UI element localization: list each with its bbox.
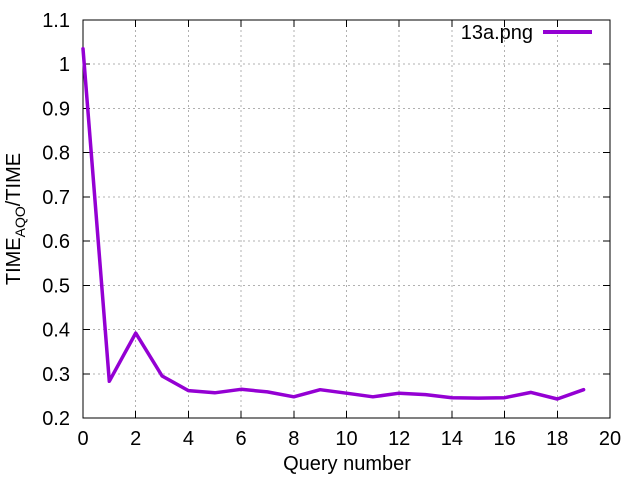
- x-tick-label: 20: [599, 428, 621, 450]
- x-axis-label: Query number: [283, 453, 411, 475]
- tick-marks: [82, 19, 611, 419]
- x-tick-label: 16: [493, 428, 515, 450]
- y-tick-label: 0.5: [42, 275, 70, 297]
- plot-border: [82, 19, 611, 419]
- y-tick-label: 0.8: [42, 143, 70, 165]
- grid: [83, 20, 610, 418]
- legend-label: 13a.png: [461, 22, 533, 44]
- y-axis-label-rest: /TIME: [3, 153, 25, 206]
- x-tick-label: 4: [183, 428, 194, 450]
- y-tick-label: 0.3: [42, 364, 70, 386]
- x-tick-label: 8: [288, 428, 299, 450]
- x-tick-label: 14: [441, 428, 463, 450]
- y-tick-label: 1: [59, 54, 70, 76]
- data-series: [81, 46, 586, 401]
- x-tick-label: 2: [130, 428, 141, 450]
- x-tick-label: 6: [236, 428, 247, 450]
- y-tick-label: 1.1: [42, 10, 70, 32]
- y-tick-label: 0.4: [42, 320, 70, 342]
- y-tick-label: 0.7: [42, 187, 70, 209]
- y-tick-label: 0.9: [42, 98, 70, 120]
- x-tick-label: 12: [388, 428, 410, 450]
- y-axis-label-subscript: AQO: [12, 206, 28, 237]
- x-tick-label: 18: [546, 428, 568, 450]
- tick-labels: 0 2 4 6 8 10 12 14 16 18 20 0.2 0.3 0.4 0.5 0.6 0.7 0.8 0.…: [42, 10, 621, 450]
- data-line: [81, 46, 586, 401]
- legend: 13a.png: [461, 22, 592, 44]
- y-axis-label-main: TIME: [3, 237, 25, 285]
- y-tick-label: 0.2: [42, 408, 70, 430]
- y-tick-label: 0.6: [42, 231, 70, 253]
- x-tick-label: 10: [335, 428, 357, 450]
- x-tick-label: 0: [77, 428, 88, 450]
- y-axis-label: TIMEAQO/TIME: [3, 153, 28, 285]
